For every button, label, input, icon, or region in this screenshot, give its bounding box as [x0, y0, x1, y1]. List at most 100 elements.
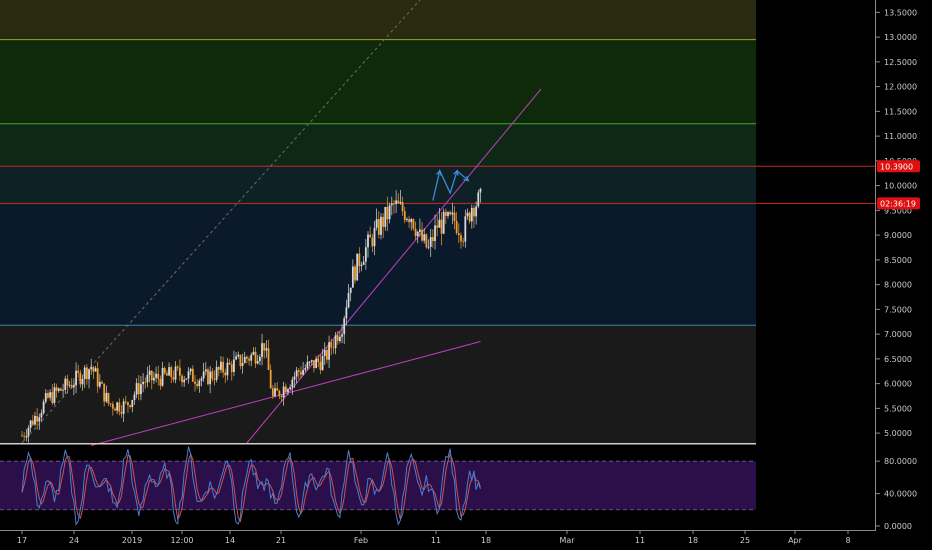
candle-body	[226, 362, 229, 376]
candle-body	[284, 386, 287, 393]
candle-body	[79, 372, 82, 385]
price-tick-label: 7.5000	[884, 305, 912, 314]
candle-body	[92, 367, 95, 372]
candle-body	[473, 207, 475, 217]
trendline-1[interactable]	[246, 88, 542, 444]
candle-body	[382, 216, 385, 227]
candle-body	[62, 389, 64, 391]
trendlines[interactable]	[21, 0, 542, 446]
candle-body	[345, 307, 348, 319]
candle-body	[181, 375, 183, 383]
candle-body	[406, 219, 408, 221]
candle-body	[330, 342, 333, 348]
candle-body	[408, 219, 410, 223]
candle-body	[263, 343, 266, 351]
candle-body	[150, 370, 153, 381]
candle-body	[427, 246, 430, 248]
candle-body	[293, 376, 296, 380]
price-tick-label: 5.5000	[884, 404, 912, 413]
candle-body	[280, 396, 283, 398]
candle-body	[241, 362, 244, 366]
price-tick-label: 8.5000	[884, 256, 912, 265]
candle-body	[274, 388, 276, 397]
candle-body	[217, 367, 220, 370]
candle-body	[140, 384, 142, 395]
candle-body	[159, 378, 162, 386]
candle-body	[233, 359, 235, 372]
candle-body	[354, 266, 356, 281]
time-axis[interactable]: 17 24 2019 12:00 14 21 Feb 11 18 Mar 11 18 25 Apr 8	[17, 530, 851, 545]
candle-body	[356, 253, 359, 281]
candle-body	[362, 261, 365, 265]
candle-body	[222, 361, 225, 373]
candle-body	[161, 367, 164, 386]
candle-body	[313, 360, 315, 369]
candle-body	[98, 381, 101, 387]
candle-body	[204, 369, 207, 372]
arrow-head	[463, 175, 470, 182]
time-tick-label: 18	[688, 536, 698, 545]
candle-body	[265, 348, 268, 351]
candle-body	[304, 368, 307, 370]
candle-body	[230, 364, 233, 372]
candle-body	[235, 356, 237, 360]
candle-body	[224, 372, 227, 376]
candle-body	[302, 369, 305, 375]
candle-body	[246, 356, 248, 359]
candle-body	[129, 405, 132, 408]
candle-body	[135, 383, 138, 395]
candle-body	[319, 362, 322, 371]
candle-body	[114, 408, 116, 411]
candle-body	[373, 227, 376, 247]
price-tick-label: 10.0000	[884, 182, 917, 191]
candle-body	[258, 356, 261, 361]
candle-body	[308, 361, 311, 363]
candle-body	[133, 394, 136, 401]
stochastic-axis[interactable]: 80.0000 40.0000 0.0000	[876, 457, 917, 531]
candle-body	[371, 237, 374, 247]
projection-arrows[interactable]	[432, 168, 470, 201]
candle-body	[287, 389, 289, 393]
candle-body	[477, 192, 480, 207]
candle-body	[211, 371, 214, 379]
candle-body	[194, 381, 196, 384]
candle-body	[163, 367, 166, 374]
candle-body	[36, 415, 39, 422]
trendline-0[interactable]	[91, 341, 481, 446]
price-axis[interactable]: 13.5000 13.0000 12.5000 12.0000 11.5000 11.00…	[876, 8, 917, 438]
candle-body	[447, 212, 449, 216]
candle-body	[57, 388, 60, 391]
candle-body	[315, 358, 317, 369]
candle-body	[462, 241, 465, 243]
candle-body	[81, 378, 84, 385]
candle-body	[397, 200, 400, 204]
stoch-d-line	[21, 452, 481, 523]
candle-body	[31, 420, 34, 425]
price-tick-label: 12.0000	[884, 83, 917, 92]
candle-body	[25, 436, 28, 438]
candle-body	[185, 378, 188, 380]
candle-body	[137, 383, 140, 395]
candle-body	[323, 349, 326, 357]
price-tick-label: 6.5000	[884, 355, 912, 364]
candle-body	[42, 401, 45, 414]
stoch-tick-label: 80.0000	[884, 457, 917, 466]
time-tick-label: 2019	[122, 536, 142, 545]
candle-body	[124, 401, 127, 403]
projection-path[interactable]	[432, 168, 469, 201]
candle-body	[349, 287, 352, 294]
candle-body	[429, 237, 432, 247]
candle-body	[250, 354, 253, 361]
pane-divider[interactable]	[0, 443, 756, 445]
time-tick-label: Mar	[559, 536, 575, 545]
candle-body	[107, 392, 110, 404]
candle-body	[336, 335, 339, 342]
time-tick-label: 25	[740, 536, 750, 545]
time-tick-label: 8	[845, 536, 850, 545]
zone-2	[0, 123, 756, 167]
candle-body	[148, 370, 151, 375]
candle-body	[414, 228, 417, 237]
time-tick-label: Apr	[788, 536, 803, 545]
candle-body	[77, 370, 80, 373]
